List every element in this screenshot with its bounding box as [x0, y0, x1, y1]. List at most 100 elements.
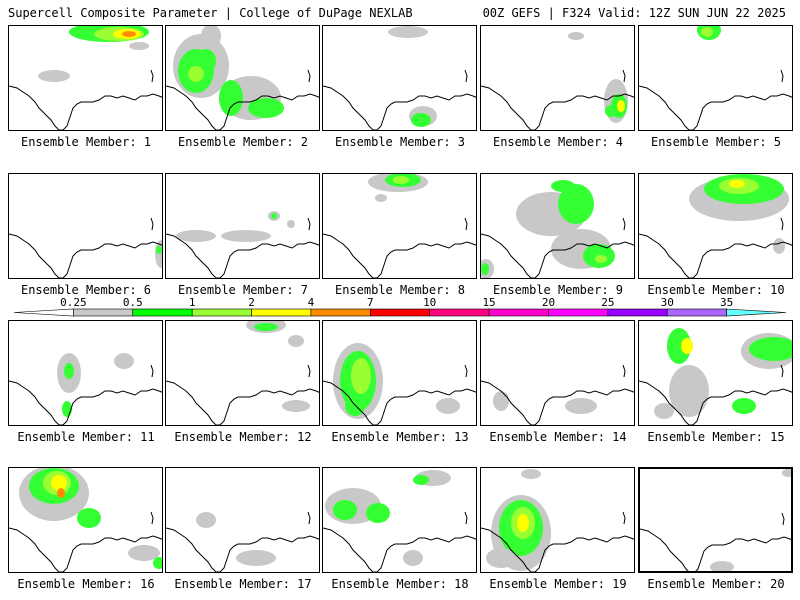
colorbar-swatch: [666, 308, 727, 317]
ensemble-member-label: Ensemble Member: 9: [492, 283, 624, 297]
lake-outline: [150, 364, 154, 378]
scp-contour-13-3: [351, 358, 371, 394]
scp-contour-16-8: [153, 557, 162, 569]
ensemble-member-label: Ensemble Member: 8: [334, 283, 466, 297]
lake-outline: [150, 217, 154, 231]
colorbar-tick-label: 0.25: [60, 296, 87, 309]
coastline-border: [323, 527, 476, 572]
colorbar-graphic: [13, 308, 787, 317]
colorbar-swatch: [548, 308, 609, 317]
scp-contour-2-6: [219, 80, 243, 116]
ensemble-member-17-map: [165, 467, 320, 573]
member-8-map-canvas: [323, 174, 476, 278]
scp-contour-15-4: [681, 338, 693, 354]
scp-contour-15-2: [749, 337, 792, 361]
member-17-map-canvas: [166, 511, 319, 572]
ensemble-member-11-map: [8, 320, 163, 426]
coastline-border: [639, 380, 792, 425]
scp-contour-7-4: [271, 213, 277, 219]
colorbar-tick-label: 0.5: [122, 296, 143, 309]
coastline-border: [639, 233, 792, 278]
scp-contour-19-4: [517, 514, 529, 532]
lake-outline: [307, 217, 311, 231]
ensemble-member-13-map: [322, 320, 477, 426]
scp-contour-3-3: [388, 26, 428, 38]
coastline-border: [166, 380, 319, 425]
member-2-map-canvas: [166, 26, 319, 130]
colorbar-swatch: [73, 308, 134, 317]
ensemble-member-label: Ensemble Member: 1: [20, 135, 152, 149]
scp-contour-2-8: [201, 26, 221, 48]
coastline-border: [166, 85, 319, 130]
scp-contour-14-1: [493, 391, 509, 411]
lake-outline: [622, 511, 626, 525]
lake-outline: [307, 69, 311, 83]
coastline-border: [166, 527, 319, 572]
ensemble-member-14-map: [480, 320, 635, 426]
coastline-border: [481, 233, 634, 278]
scp-contour-18-3: [366, 503, 390, 523]
colorbar-tick-label: 4: [307, 296, 315, 309]
ensemble-member-15-map: [638, 320, 793, 426]
scp-contour-17-2: [236, 550, 276, 566]
scp-contour-3-2: [411, 113, 431, 127]
member-18-map-canvas: [323, 470, 476, 572]
colorbar-tick-label: 10: [423, 296, 437, 309]
colorbar-swatch: [488, 308, 549, 317]
member-1-map-canvas: [9, 26, 162, 130]
ensemble-member-label: Ensemble Member: 4: [492, 135, 624, 149]
coastline-border: [9, 527, 162, 572]
scp-contour-9-2: [558, 184, 594, 224]
lake-outline: [464, 364, 468, 378]
page-title: Supercell Composite Parameter | College …: [8, 6, 413, 20]
lake-outline: [307, 364, 311, 378]
scp-contour-16-5: [57, 488, 65, 498]
lake-outline: [780, 69, 784, 83]
colorbar-swatch: [13, 308, 74, 317]
coastline-border: [9, 233, 162, 278]
scp-contour-13-4: [345, 396, 365, 416]
coastline-border: [9, 85, 162, 130]
header: Supercell Composite Parameter | College …: [0, 0, 800, 22]
scp-contour-9-8: [481, 263, 489, 275]
scp-contour-17-1: [196, 512, 216, 528]
ensemble-member-label: Ensemble Member: 12: [174, 430, 312, 444]
scp-contour-1-1: [38, 70, 70, 82]
coastline-border: [639, 85, 792, 130]
ensemble-member-4-map: [480, 25, 635, 131]
scp-contour-20-2: [710, 561, 734, 571]
member-4-map-canvas: [481, 32, 634, 130]
ensemble-member-9-map: [480, 173, 635, 279]
ensemble-member-label: Ensemble Member: 17: [174, 577, 312, 591]
scp-contour-12-2: [254, 323, 278, 331]
scp-contour-18-5: [413, 475, 429, 485]
ensemble-member-label: Ensemble Member: 19: [489, 577, 627, 591]
colorbar-tick-label: 25: [601, 296, 615, 309]
scp-contour-16-6: [77, 508, 101, 528]
scp-contour-15-7: [732, 398, 756, 414]
colorbar-tick-label: 2: [248, 296, 255, 309]
lake-outline: [622, 364, 626, 378]
ensemble-member-16-map: [8, 467, 163, 573]
scp-contour-16-7: [128, 545, 160, 561]
colorbar-swatch: [251, 308, 312, 317]
ensemble-member-label: Ensemble Member: 20: [647, 577, 785, 591]
lake-outline: [150, 69, 154, 83]
scp-contour-2-4: [188, 66, 204, 82]
scp-contour-19-6: [486, 548, 516, 568]
lake-outline: [781, 512, 785, 526]
ensemble-member-label: Ensemble Member: 14: [489, 430, 627, 444]
coastline-border: [323, 85, 476, 130]
colorbar-swatch: [429, 308, 490, 317]
ensemble-member-label: Ensemble Member: 11: [17, 430, 155, 444]
ensemble-member-label: Ensemble Member: 13: [331, 430, 469, 444]
lake-outline: [622, 69, 626, 83]
scp-contour-12-3: [288, 335, 304, 347]
member-9-map-canvas: [481, 180, 634, 278]
scp-contour-9-6: [551, 180, 575, 192]
scp-contour-6-2: [156, 246, 162, 254]
colorbar-tick-label: 35: [719, 296, 734, 309]
ensemble-member-3-map: [322, 25, 477, 131]
member-14-map-canvas: [481, 364, 634, 425]
colorbar-swatch: [132, 308, 193, 317]
